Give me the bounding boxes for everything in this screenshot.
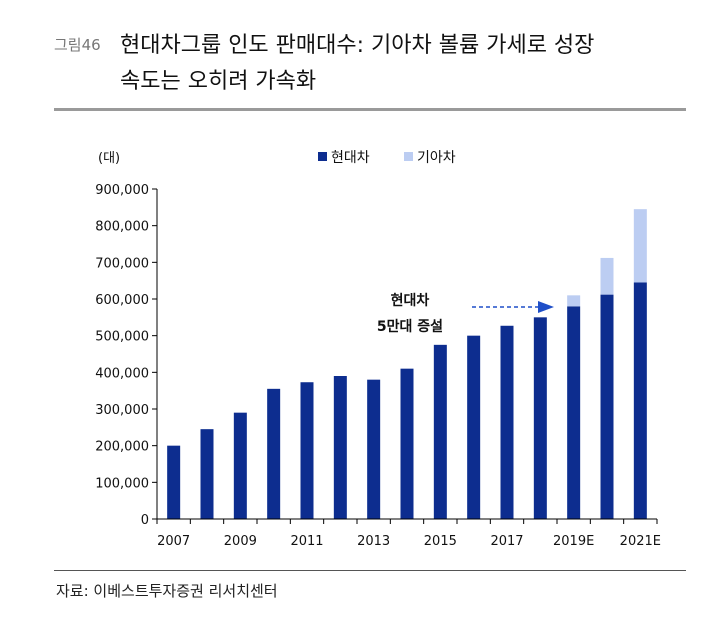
figure-number: 그림46 bbox=[54, 36, 101, 54]
chart-title-line2: 속도는 오히려 가속화 bbox=[120, 69, 317, 94]
bar-hyundai bbox=[233, 412, 247, 519]
bar-hyundai bbox=[267, 388, 281, 519]
bar-hyundai bbox=[200, 429, 214, 519]
chart-title: 현대차그룹 인도 판매대수: 기아차 볼륨 가세로 성장 속도는 오히려 가속화 bbox=[120, 28, 594, 100]
x-tick-label: 2019E bbox=[553, 534, 594, 549]
bar-hyundai bbox=[633, 282, 647, 519]
bars bbox=[167, 209, 647, 519]
x-tick-label: 2017 bbox=[490, 534, 523, 549]
bar-hyundai bbox=[367, 379, 381, 519]
footer-divider bbox=[54, 570, 686, 571]
bar-kia bbox=[567, 295, 581, 307]
y-tick-label: 700,000 bbox=[95, 256, 149, 271]
bar-kia bbox=[633, 209, 647, 283]
header-divider bbox=[54, 108, 686, 111]
bar-hyundai bbox=[300, 382, 314, 519]
y-tick-label: 600,000 bbox=[95, 293, 149, 308]
x-axis: 2007 2009 2011 2013 2015 2017 2019E 2021E bbox=[156, 518, 661, 549]
bar-hyundai bbox=[400, 368, 414, 519]
y-tick-label: 900,000 bbox=[95, 183, 149, 198]
annotation-line2: 5만대 증설 bbox=[377, 319, 443, 335]
y-tick-label: 0 bbox=[141, 513, 149, 528]
annotation-arrow-head bbox=[538, 301, 554, 313]
bar-hyundai bbox=[567, 306, 581, 519]
bar-hyundai bbox=[333, 376, 347, 519]
bar-hyundai bbox=[167, 445, 181, 519]
y-axis: 0 100,000 200,000 300,000 400,000 500,000 600,… bbox=[95, 183, 158, 528]
x-tick-label: 2009 bbox=[224, 534, 257, 549]
x-tick-label: 2013 bbox=[357, 534, 390, 549]
bar-hyundai bbox=[600, 294, 614, 519]
legend-label-kia: 기아차 bbox=[417, 150, 456, 166]
bar-chart: (대) 현대차 기아차 0 100,000 200,000 300,000 400,00… bbox=[95, 150, 661, 549]
annotation-line1: 현대차 bbox=[391, 293, 430, 309]
x-tick-label: 2007 bbox=[157, 534, 190, 549]
bar-hyundai bbox=[467, 335, 481, 519]
y-tick-label: 300,000 bbox=[95, 403, 149, 418]
x-tick-label: 2011 bbox=[290, 534, 323, 549]
y-tick-label: 400,000 bbox=[95, 366, 149, 381]
chart-title-line1: 현대차그룹 인도 판매대수: 기아차 볼륨 가세로 성장 bbox=[120, 33, 595, 58]
legend-swatch-hyundai bbox=[318, 152, 327, 161]
y-tick-label: 100,000 bbox=[95, 476, 149, 491]
bar-hyundai bbox=[433, 344, 447, 519]
x-tick-label: 2015 bbox=[424, 534, 457, 549]
bar-hyundai bbox=[533, 317, 547, 519]
legend: 현대차 기아차 bbox=[318, 150, 456, 166]
annotation: 현대차 5만대 증설 bbox=[377, 293, 554, 335]
legend-label-hyundai: 현대차 bbox=[331, 150, 370, 166]
y-tick-label: 800,000 bbox=[95, 220, 149, 235]
source-note: 자료: 이베스트투자증권 리서치센터 bbox=[56, 582, 278, 600]
y-tick-label: 500,000 bbox=[95, 330, 149, 345]
bar-hyundai bbox=[500, 325, 514, 519]
bar-kia bbox=[600, 257, 614, 295]
legend-swatch-kia bbox=[404, 152, 413, 161]
y-axis-unit-label: (대) bbox=[98, 151, 120, 166]
y-tick-label: 200,000 bbox=[95, 440, 149, 455]
x-tick-label: 2021E bbox=[620, 534, 661, 549]
